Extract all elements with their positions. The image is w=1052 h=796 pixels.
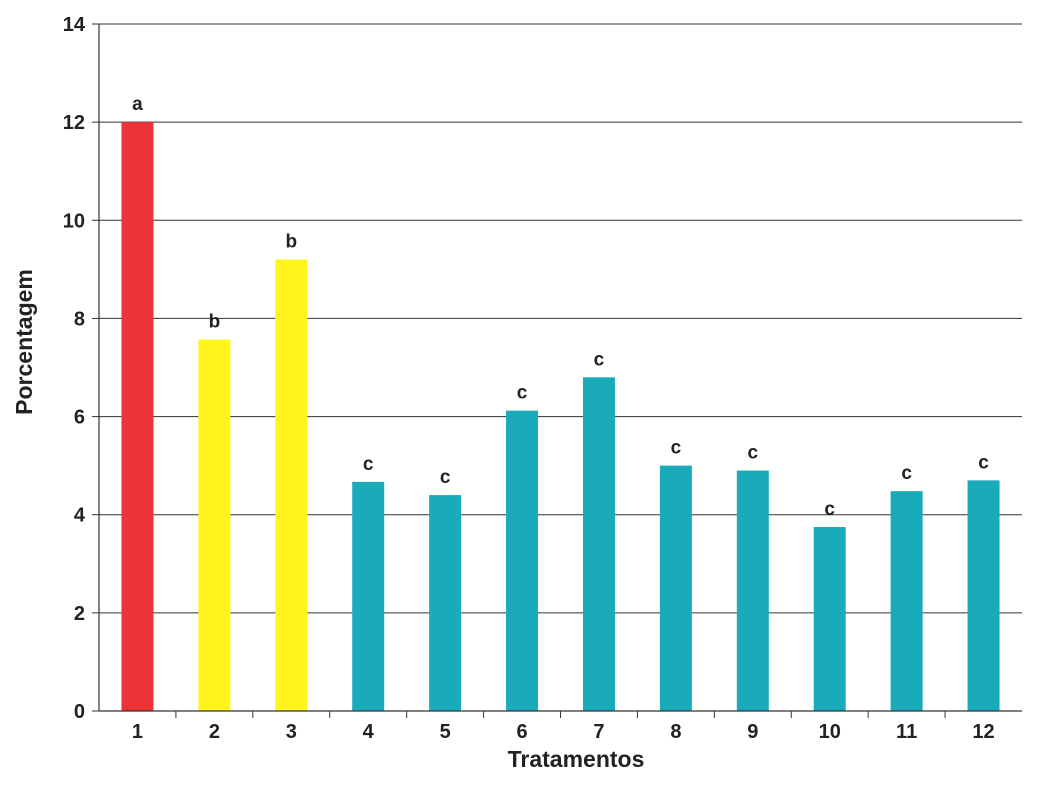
bars [121,122,1000,711]
x-tick-label: 3 [286,721,297,743]
x-tick-label: 2 [209,721,220,743]
bar [352,481,385,711]
x-tick-label: 9 [747,721,758,743]
bar-letter-label: c [748,443,759,464]
bar-letter-label: c [901,463,912,484]
y-tick-label: 8 [74,308,85,330]
bar-letter-labels: a b b c c c c c c c c c [132,94,989,520]
bar-letter-label: b [285,232,297,253]
y-tick-label: 0 [74,701,85,723]
bar [429,495,462,711]
bar-letter-label: c [671,438,682,459]
x-axis-title: Tratamentos [508,746,645,772]
bar-letter-label: c [363,454,374,475]
x-tick-label: 6 [516,721,527,743]
x-tick-label: 4 [363,721,375,743]
bar [506,410,539,711]
y-tick-labels: 0 2 4 6 8 10 12 14 [63,14,86,723]
bar-letter-label: c [594,349,605,370]
x-tick-label: 12 [972,721,994,743]
axes [92,23,1022,718]
bar-letter-label: c [440,467,451,488]
bar-letter-label: c [824,499,835,520]
bar [275,259,308,711]
x-tick-label: 10 [819,721,841,743]
y-tick-label: 10 [63,210,85,232]
bar [813,526,846,711]
x-tick-label: 1 [132,721,143,743]
bar-letter-label: c [517,383,528,404]
y-tick-label: 2 [74,603,85,625]
bar-letter-label: a [132,94,143,115]
bar [121,122,154,711]
bar [967,480,1000,711]
y-tick-label: 14 [63,14,86,36]
bar [890,491,923,711]
x-tick-label: 5 [440,721,451,743]
bar [582,377,615,711]
x-tick-label: 8 [670,721,681,743]
bar [198,339,231,711]
bar [659,465,692,711]
bar [736,470,769,711]
bar-letter-label: c [978,452,989,473]
y-tick-label: 6 [74,407,85,429]
bar-letter-label: b [209,312,221,333]
y-tick-label: 4 [74,505,86,527]
x-tick-labels: 1 2 3 4 5 6 7 8 9 10 11 12 [132,721,995,743]
x-tick-label: 11 [896,721,917,743]
y-tick-label: 12 [63,112,85,134]
x-tick-label: 7 [593,721,604,743]
y-axis-title: Porcentagem [11,269,37,415]
grid-lines [99,23,1022,614]
